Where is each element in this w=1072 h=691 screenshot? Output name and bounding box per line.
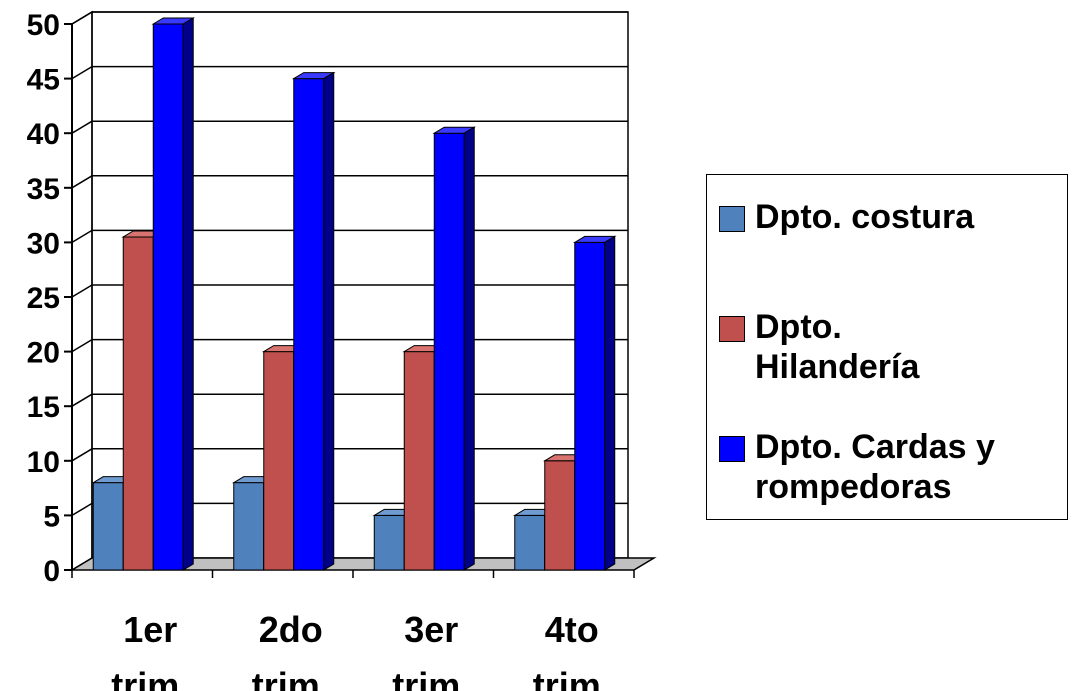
y-tick-label: 25: [27, 282, 60, 315]
bar-front: [373, 514, 405, 571]
legend-swatch-costura: [719, 206, 745, 232]
x-tick-label: 1er: [123, 609, 177, 650]
bar-front: [544, 460, 576, 571]
bars: [91, 17, 617, 571]
legend-label-cardas: Dpto. Cardas y rompedoras: [755, 427, 1065, 507]
bar-front: [574, 241, 606, 571]
x-tick-label: 2do: [259, 609, 323, 650]
y-tick-labels: 0 5 10 15 20 25 30 35 40 45 50: [27, 9, 60, 588]
bar-front: [293, 78, 325, 571]
bar-side: [323, 71, 335, 571]
x-tick-label: 4to: [545, 609, 599, 650]
legend-label-line: Dpto.: [755, 308, 842, 346]
bar: [572, 235, 617, 571]
gridline-side: [71, 284, 93, 298]
gridline-side: [71, 502, 93, 517]
x-tick-label: trim.: [533, 665, 611, 691]
bar-side: [182, 17, 194, 571]
y-tick-label: 35: [27, 173, 60, 206]
bar-side: [604, 235, 616, 571]
y-tick-label: 50: [27, 9, 60, 42]
y-tick-label: 45: [27, 64, 60, 97]
gridline-side: [71, 393, 93, 407]
y-tick-label: 30: [27, 227, 60, 260]
legend-item-hilanderia: Dpto. Hilandería: [719, 307, 1065, 387]
bar-front: [233, 482, 265, 571]
legend: Dpto. costura Dpto. Hilandería Dpto. Car…: [706, 174, 1068, 520]
bar: [432, 126, 477, 571]
gridline-side: [71, 120, 93, 134]
axes: [64, 10, 657, 578]
bar-front: [514, 514, 546, 571]
legend-label-line: Dpto. Cardas y: [755, 428, 995, 466]
gridline-side: [71, 229, 93, 244]
bar-front: [403, 351, 435, 571]
x-tick-label: trim.: [392, 665, 470, 691]
x-tick-labels: 1er trim. 2do trim. 3er trim. 4to trim.: [111, 609, 611, 691]
bar-front: [92, 482, 124, 571]
bar-front: [263, 351, 295, 571]
bar-front: [122, 236, 154, 571]
bar-front: [433, 132, 465, 571]
legend-swatch-cardas: [719, 436, 745, 462]
legend-swatch-hilanderia: [719, 316, 745, 342]
x-tick-label: trim.: [252, 665, 330, 691]
gridline-side: [71, 338, 93, 353]
gridline-side: [71, 448, 93, 462]
bar: [291, 71, 336, 571]
bar-side: [463, 126, 475, 571]
legend-item-cardas: Dpto. Cardas y rompedoras: [719, 427, 1065, 507]
y-tick-label: 40: [27, 118, 60, 151]
x-tick-label: 3er: [404, 609, 458, 650]
gridline-side: [71, 175, 93, 189]
legend-label-line: Hilandería: [755, 348, 920, 386]
y-tick-label: 0: [43, 555, 60, 588]
gridline-side: [71, 65, 93, 80]
y-tick-label: 5: [43, 500, 60, 533]
y-tick-label: 20: [27, 337, 60, 370]
legend-item-costura: Dpto. costura: [719, 197, 1065, 237]
y-tick-label: 10: [27, 446, 60, 479]
legend-label-line: Dpto. costura: [755, 198, 975, 236]
bar-front: [152, 23, 184, 571]
legend-label-hilanderia: Dpto. Hilandería: [755, 307, 1065, 387]
x-tick-label: trim.: [111, 665, 189, 691]
legend-label-line: rompedoras: [755, 468, 952, 506]
y-tick-label: 15: [27, 391, 60, 424]
legend-label-costura: Dpto. costura: [755, 197, 1065, 237]
bar: [151, 17, 196, 571]
